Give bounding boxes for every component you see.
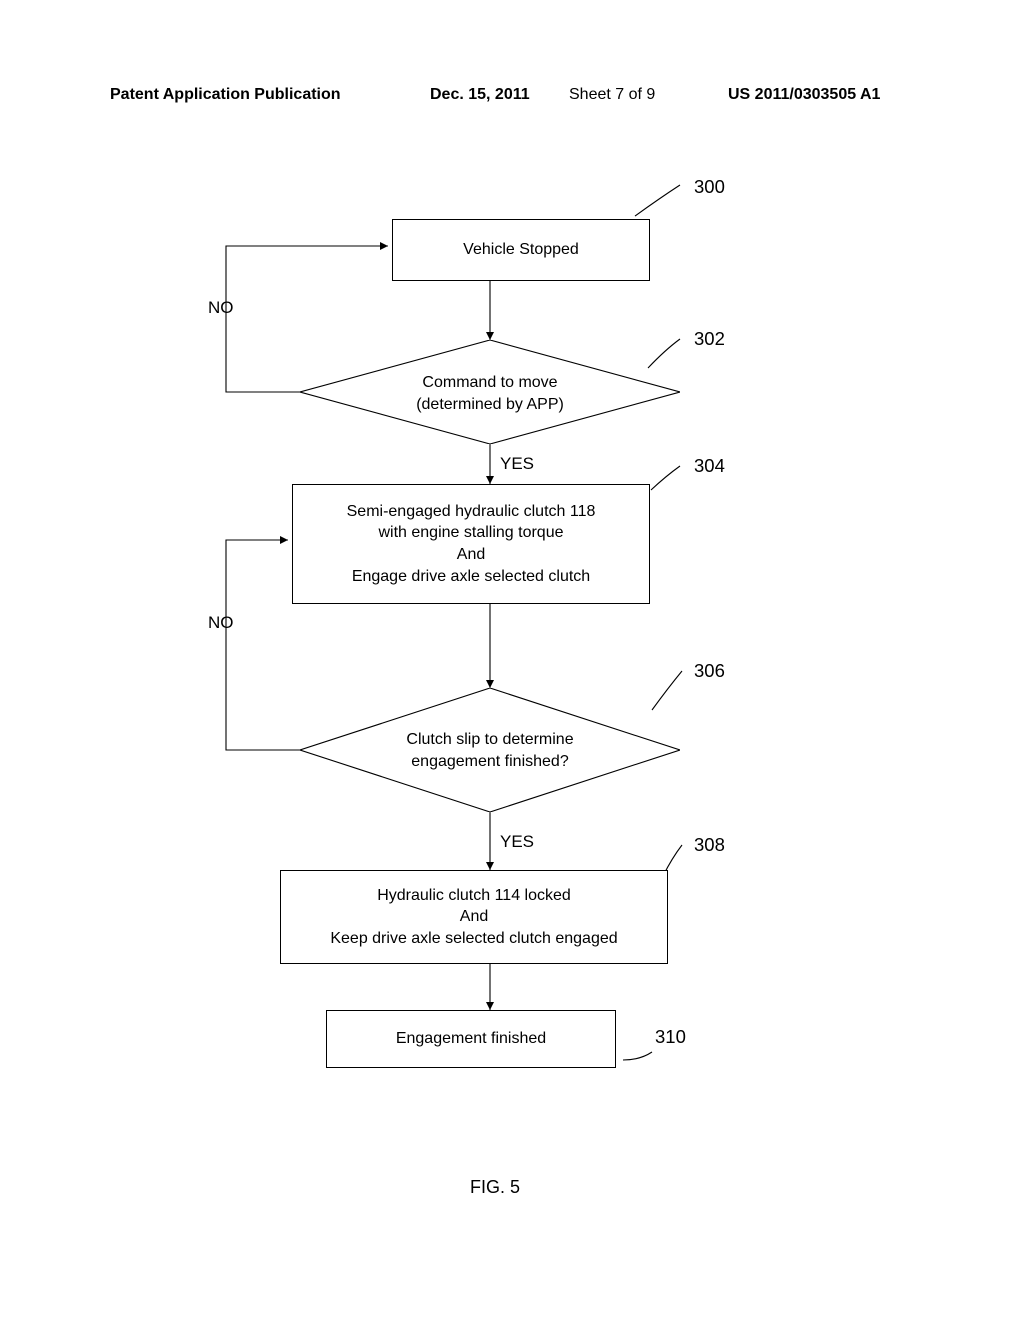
edge-label-no: NO xyxy=(208,613,234,633)
node-text: Hydraulic clutch 114 lockedAndKeep drive… xyxy=(330,885,617,950)
ref-306: 306 xyxy=(694,660,725,682)
ref-310: 310 xyxy=(655,1026,686,1048)
ref-302: 302 xyxy=(694,328,725,350)
node-text: Vehicle Stopped xyxy=(463,239,579,261)
node-text: Command to move(determined by APP) xyxy=(416,374,564,413)
node-text: Engagement finished xyxy=(396,1028,546,1050)
node-vehicle-stopped: Vehicle Stopped xyxy=(392,219,650,281)
figure-caption: FIG. 5 xyxy=(470,1177,520,1198)
node-engagement-finished: Engagement finished xyxy=(326,1010,616,1068)
ref-300: 300 xyxy=(694,176,725,198)
node-text: Semi-engaged hydraulic clutch 118with en… xyxy=(347,501,596,587)
ref-308: 308 xyxy=(694,834,725,856)
edge-label-yes: YES xyxy=(500,832,534,852)
node-clutch-locked: Hydraulic clutch 114 lockedAndKeep drive… xyxy=(280,870,668,964)
edge-label-yes: YES xyxy=(500,454,534,474)
flowchart: Vehicle Stopped Command to move(determin… xyxy=(0,0,1024,1320)
node-command-to-move: Command to move(determined by APP) xyxy=(300,340,680,444)
ref-304: 304 xyxy=(694,455,725,477)
node-text: Clutch slip to determineengagement finis… xyxy=(406,731,573,770)
edge-label-no: NO xyxy=(208,298,234,318)
node-semi-engaged-clutch: Semi-engaged hydraulic clutch 118with en… xyxy=(292,484,650,604)
node-clutch-slip-check: Clutch slip to determineengagement finis… xyxy=(300,688,680,812)
